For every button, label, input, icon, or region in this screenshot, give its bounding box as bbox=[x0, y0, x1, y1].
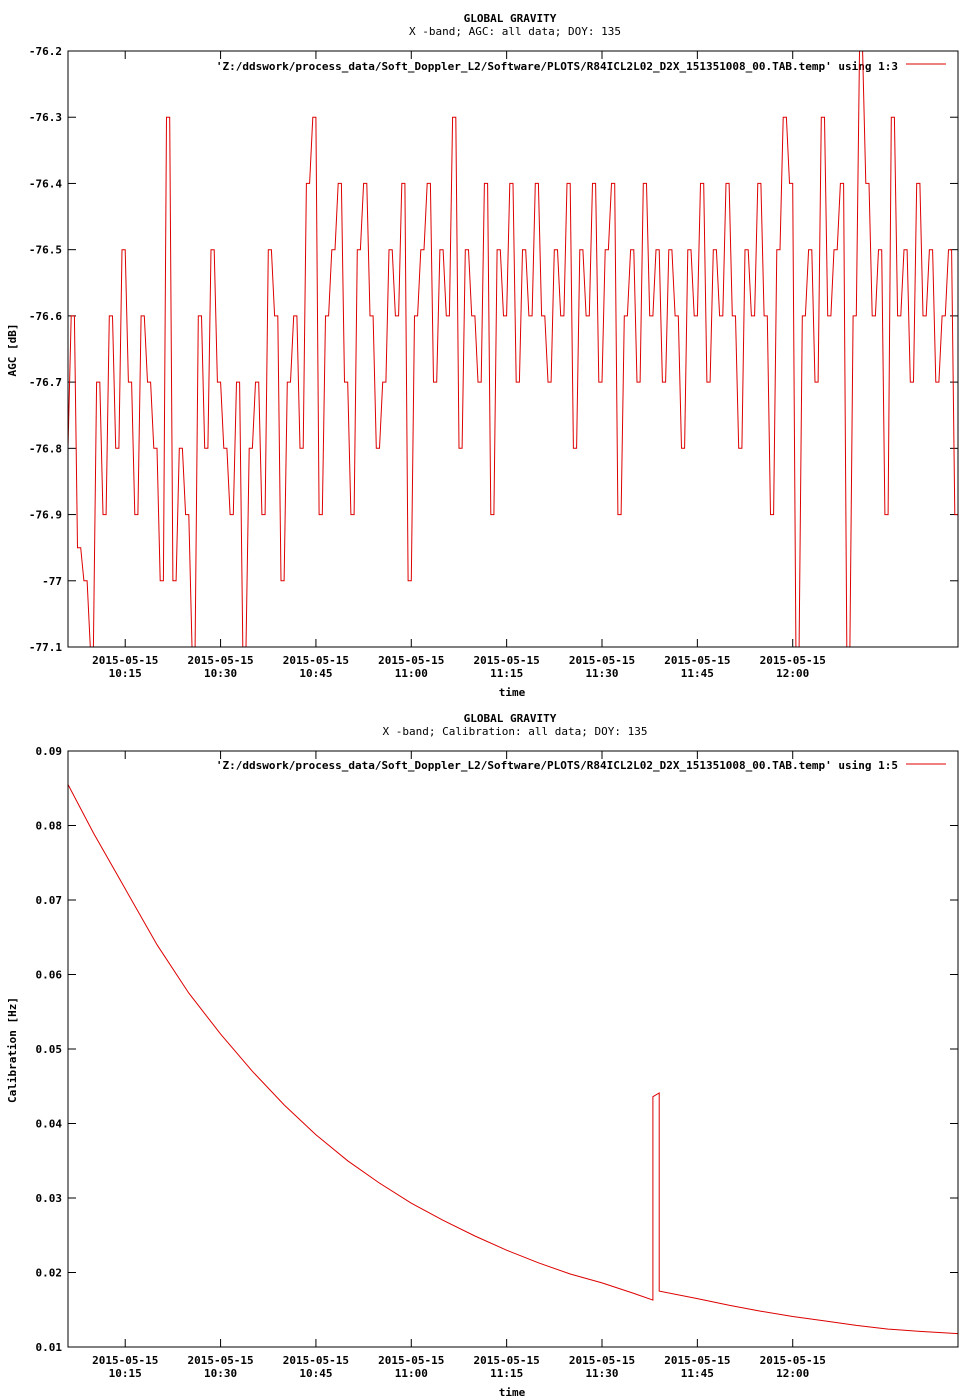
y-tick-label: -76.5 bbox=[29, 244, 62, 257]
legend-label: 'Z:/ddswork/process_data/Soft_Doppler_L2… bbox=[216, 60, 898, 73]
x-tick-date: 2015-05-15 bbox=[760, 1354, 826, 1367]
x-tick-date: 2015-05-15 bbox=[378, 654, 444, 667]
y-tick-label: -76.4 bbox=[29, 177, 62, 190]
agc-series-line bbox=[67, 50, 958, 648]
x-tick-date: 2015-05-15 bbox=[664, 1354, 730, 1367]
x-tick-time: 12:00 bbox=[776, 667, 809, 680]
y-tick-label: 0.06 bbox=[36, 969, 63, 982]
x-axis-label: time bbox=[499, 686, 526, 699]
x-tick-time: 10:15 bbox=[109, 1367, 142, 1380]
axis-ticks: 0.09 0.08 0.07 0.06 0.05 0.04 0.03 0.02 0.01 2015… bbox=[36, 745, 958, 1380]
x-tick-date: 2015-05-15 bbox=[187, 1354, 253, 1367]
y-tick-label: 0.01 bbox=[36, 1341, 63, 1354]
y-tick-label: -76.3 bbox=[29, 111, 62, 124]
x-tick-date: 2015-05-15 bbox=[378, 1354, 444, 1367]
x-tick-date: 2015-05-15 bbox=[569, 654, 635, 667]
x-tick-time: 10:30 bbox=[204, 1367, 237, 1380]
chart-subtitle: X -band; Calibration: all data; DOY: 135 bbox=[383, 725, 648, 738]
x-tick-date: 2015-05-15 bbox=[92, 1354, 158, 1367]
x-tick-time: 11:00 bbox=[395, 1367, 428, 1380]
x-tick-time: 11:00 bbox=[395, 667, 428, 680]
y-tick-label: -77.1 bbox=[29, 641, 62, 654]
y-tick-label: 0.02 bbox=[36, 1267, 63, 1280]
chart-title: GLOBAL GRAVITY bbox=[464, 12, 557, 25]
x-tick-time: 11:45 bbox=[681, 667, 714, 680]
x-tick-date: 2015-05-15 bbox=[474, 1354, 540, 1367]
y-tick-label: 0.07 bbox=[36, 894, 63, 907]
x-tick-date: 2015-05-15 bbox=[283, 1354, 349, 1367]
x-tick-date: 2015-05-15 bbox=[664, 654, 730, 667]
calibration-chart: GLOBAL GRAVITY X -band; Calibration: all… bbox=[6, 712, 959, 1399]
x-tick-time: 12:00 bbox=[776, 1367, 809, 1380]
y-tick-label: 0.05 bbox=[36, 1043, 63, 1056]
y-tick-label: -76.7 bbox=[29, 376, 62, 389]
x-tick-date: 2015-05-15 bbox=[283, 654, 349, 667]
x-tick-time: 11:30 bbox=[585, 1367, 618, 1380]
y-tick-label: 0.04 bbox=[36, 1118, 63, 1131]
y-tick-label: -76.2 bbox=[29, 45, 62, 58]
x-tick-date: 2015-05-15 bbox=[760, 654, 826, 667]
y-axis-label: AGC [dB] bbox=[6, 324, 19, 377]
x-tick-time: 10:15 bbox=[109, 667, 142, 680]
chart-title: GLOBAL GRAVITY bbox=[464, 712, 557, 725]
x-tick-time: 10:45 bbox=[299, 1367, 332, 1380]
x-tick-time: 11:45 bbox=[681, 1367, 714, 1380]
x-tick-date: 2015-05-15 bbox=[569, 1354, 635, 1367]
x-tick-date: 2015-05-15 bbox=[474, 654, 540, 667]
plot-frame bbox=[67, 50, 959, 648]
x-tick-date: 2015-05-15 bbox=[92, 654, 158, 667]
y-tick-label: -77 bbox=[42, 575, 62, 588]
x-tick-date: 2015-05-15 bbox=[187, 654, 253, 667]
x-tick-time: 11:15 bbox=[490, 667, 523, 680]
legend-label: 'Z:/ddswork/process_data/Soft_Doppler_L2… bbox=[216, 759, 898, 772]
y-tick-label: -76.6 bbox=[29, 310, 62, 323]
calibration-series-line bbox=[67, 784, 959, 1335]
y-tick-label: 0.09 bbox=[36, 745, 63, 758]
axis-ticks: -76.2 -76.3 -76.4 -76.5 -76.6 -76.7 -76.8 -76.9… bbox=[29, 45, 958, 680]
plot-frame bbox=[67, 750, 959, 1348]
y-tick-label: -76.9 bbox=[29, 509, 62, 522]
x-tick-time: 11:15 bbox=[490, 1367, 523, 1380]
y-tick-label: 0.03 bbox=[36, 1192, 63, 1205]
x-axis-label: time bbox=[499, 1386, 526, 1399]
y-tick-label: -76.8 bbox=[29, 442, 62, 455]
x-tick-time: 10:30 bbox=[204, 667, 237, 680]
agc-chart: GLOBAL GRAVITY X -band; AGC: all data; D… bbox=[6, 12, 959, 699]
y-tick-label: 0.08 bbox=[36, 820, 63, 833]
x-tick-time: 11:30 bbox=[585, 667, 618, 680]
y-axis-label: Calibration [Hz] bbox=[6, 997, 19, 1103]
chart-subtitle: X -band; AGC: all data; DOY: 135 bbox=[409, 25, 621, 38]
x-tick-time: 10:45 bbox=[299, 667, 332, 680]
